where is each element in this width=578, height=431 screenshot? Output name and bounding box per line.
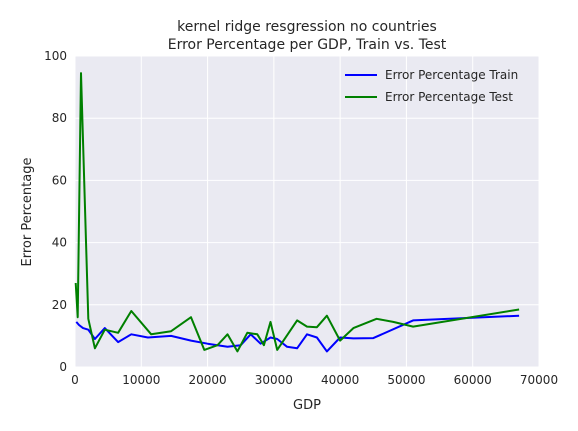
x-axis-label: GDP — [293, 398, 321, 413]
series-line-error-percentage-train — [75, 314, 520, 353]
x-tick-label: 10000 — [122, 373, 160, 387]
chart-title-line-2: Error Percentage per GDP, Train vs. Test — [168, 37, 447, 53]
x-tick-label: 50000 — [387, 373, 425, 387]
y-tick-label: 20 — [52, 298, 67, 312]
y-tick-label: 40 — [52, 236, 67, 250]
series-layer — [74, 72, 520, 353]
y-tick-label: 0 — [59, 360, 67, 374]
x-tick-label: 60000 — [454, 373, 492, 387]
x-tick-label: 30000 — [255, 373, 293, 387]
grid-lines — [74, 55, 540, 368]
y-axis-label: Error Percentage — [20, 158, 35, 267]
x-tick-label: 40000 — [321, 373, 359, 387]
tick-labels: 0 10000 20000 30000 40000 50000 60000 70000 0 20 4… — [44, 49, 558, 387]
legend-label-test: Error Percentage Test — [385, 90, 513, 104]
series-line-error-percentage-test — [74, 72, 520, 353]
y-tick-label: 60 — [52, 173, 67, 187]
x-tick-label: 0 — [71, 373, 79, 387]
chart-title-line-1: kernel ridge resgression no countries — [177, 19, 437, 35]
legend-label-train: Error Percentage Train — [385, 68, 518, 82]
x-tick-label: 70000 — [520, 373, 558, 387]
y-tick-label: 100 — [44, 49, 67, 63]
y-tick-label: 80 — [52, 111, 67, 125]
legend: Error Percentage Train Error Percentage … — [345, 68, 518, 104]
x-tick-label: 20000 — [188, 373, 226, 387]
plot-area — [75, 56, 539, 367]
